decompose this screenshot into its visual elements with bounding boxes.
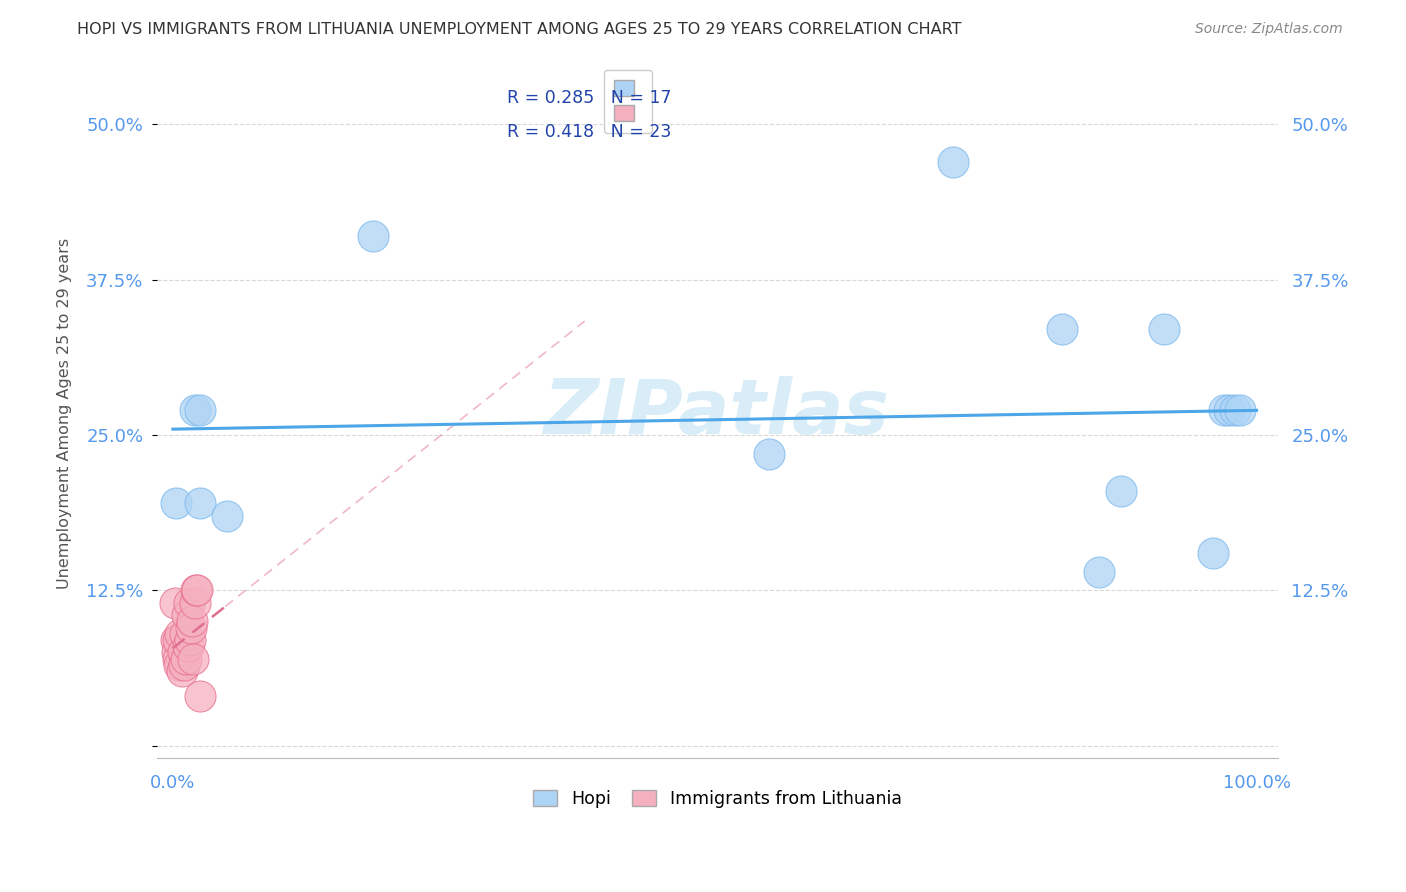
Point xyxy=(165,496,187,510)
Point xyxy=(165,632,187,647)
Point xyxy=(172,645,194,659)
Point xyxy=(169,657,191,672)
Point xyxy=(1153,322,1175,336)
Point xyxy=(165,596,187,610)
Text: R = 0.285   N = 17: R = 0.285 N = 17 xyxy=(506,88,671,106)
Point xyxy=(186,583,208,598)
Point xyxy=(184,583,207,598)
Point xyxy=(167,651,190,665)
Point xyxy=(1213,403,1236,417)
Point xyxy=(166,645,188,659)
Point xyxy=(1229,403,1251,417)
Point xyxy=(183,596,205,610)
Point xyxy=(177,639,200,653)
Point xyxy=(180,621,202,635)
Point xyxy=(176,608,198,623)
Point xyxy=(1050,322,1073,336)
Point xyxy=(170,664,193,678)
Text: ZIPatlas: ZIPatlas xyxy=(544,376,890,450)
Point xyxy=(363,229,385,244)
Point xyxy=(188,689,211,703)
Point xyxy=(179,596,201,610)
Y-axis label: Unemployment Among Ages 25 to 29 years: Unemployment Among Ages 25 to 29 years xyxy=(58,237,72,589)
Text: Source: ZipAtlas.com: Source: ZipAtlas.com xyxy=(1195,22,1343,37)
Point xyxy=(1088,565,1111,579)
Point xyxy=(183,651,205,665)
Point xyxy=(169,626,191,640)
Point xyxy=(181,615,204,629)
Point xyxy=(1223,403,1246,417)
Point xyxy=(167,632,190,647)
Point xyxy=(188,496,211,510)
Text: HOPI VS IMMIGRANTS FROM LITHUANIA UNEMPLOYMENT AMONG AGES 25 TO 29 YEARS CORRELA: HOPI VS IMMIGRANTS FROM LITHUANIA UNEMPL… xyxy=(77,22,962,37)
Point xyxy=(942,154,965,169)
Point xyxy=(183,403,205,417)
Point xyxy=(1218,403,1240,417)
Point xyxy=(188,403,211,417)
Legend: Hopi, Immigrants from Lithuania: Hopi, Immigrants from Lithuania xyxy=(526,782,908,814)
Point xyxy=(179,632,201,647)
Point xyxy=(1109,483,1132,498)
Point xyxy=(174,651,197,665)
Point xyxy=(173,626,195,640)
Text: R = 0.418   N = 23: R = 0.418 N = 23 xyxy=(506,123,671,141)
Point xyxy=(173,657,195,672)
Point xyxy=(758,447,780,461)
Point xyxy=(1202,546,1225,560)
Point xyxy=(217,508,239,523)
